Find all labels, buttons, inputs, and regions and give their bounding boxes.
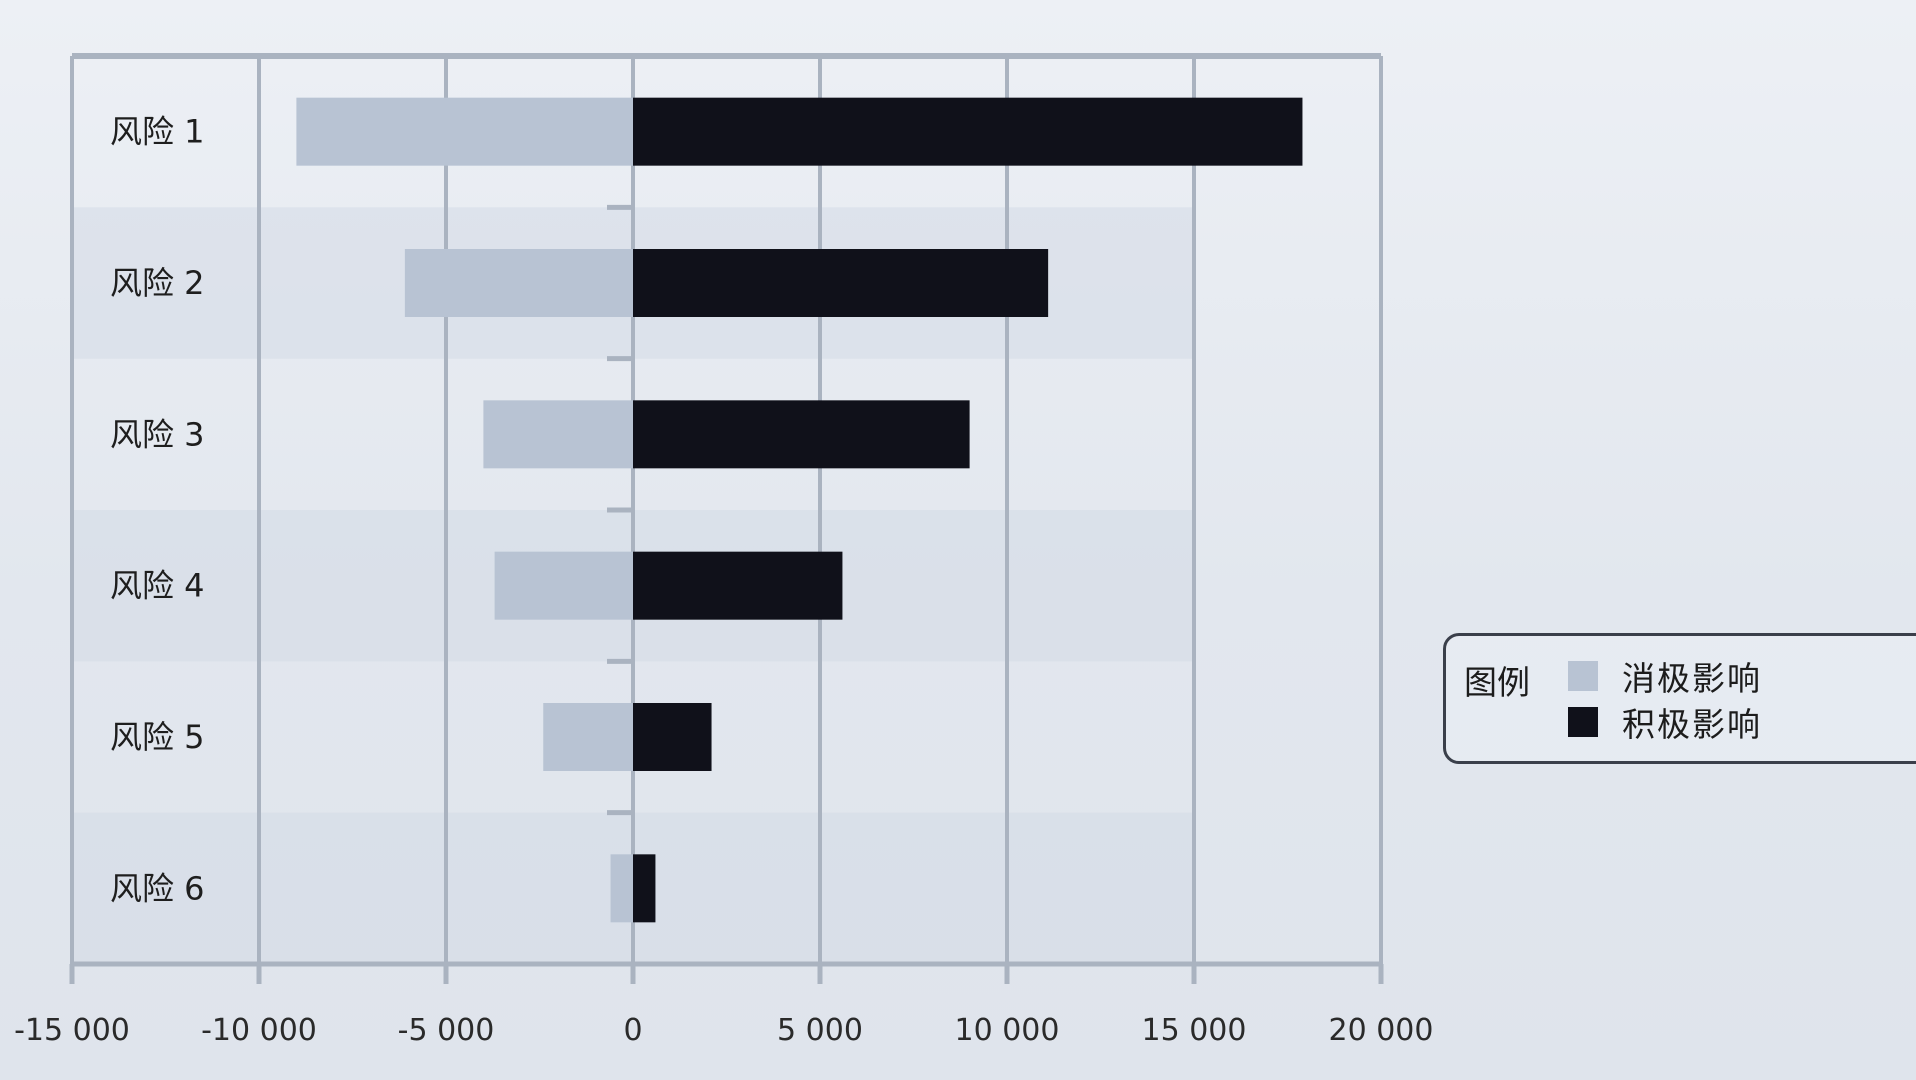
bar-positive — [633, 854, 656, 923]
gridlines — [70, 53, 1383, 964]
bars — [296, 97, 1303, 923]
legend: 图例 消极影响 积极影响 — [1443, 633, 1916, 764]
bar-negative — [543, 703, 633, 771]
legend-item-positive: 积极影响 — [1568, 702, 1762, 744]
x-tick-label: -5 000 — [398, 1013, 495, 1048]
bar-negative — [610, 854, 633, 923]
bar-positive — [633, 249, 1049, 317]
legend-label-positive: 积极影响 — [1622, 705, 1762, 744]
x-tick-labels: -15 000 -10 000 -5 000 0 5 000 10 000 15 000 20… — [14, 1013, 1433, 1048]
x-tick-label: 0 — [623, 1013, 642, 1048]
x-tick-label: 10 000 — [955, 1013, 1060, 1048]
bar-negative — [494, 551, 633, 620]
category-label: 风险 5 — [110, 718, 205, 756]
bar-positive — [633, 400, 970, 469]
bar-negative — [483, 400, 633, 469]
bar-negative — [404, 249, 633, 317]
legend-label-negative: 消极影响 — [1622, 659, 1762, 698]
legend-item-negative: 消极影响 — [1568, 656, 1762, 698]
x-axis — [69, 961, 1384, 984]
legend-title: 图例 — [1464, 663, 1530, 702]
bar-negative — [296, 97, 633, 166]
x-tick-label: -10 000 — [201, 1013, 317, 1048]
category-label: 风险 1 — [110, 113, 205, 151]
bar-positive — [633, 703, 712, 771]
x-tick-label: 5 000 — [777, 1013, 863, 1048]
category-label: 风险 3 — [110, 415, 205, 453]
bar-positive — [633, 97, 1303, 166]
x-tick-label: 15 000 — [1142, 1013, 1247, 1048]
x-tick-label: -15 000 — [14, 1013, 130, 1048]
bar-positive — [633, 551, 843, 620]
category-label: 风险 6 — [110, 869, 205, 907]
category-label: 风险 2 — [110, 264, 205, 302]
category-labels: 风险 1 风险 2 风险 3 风险 4 风险 5 风险 6 — [110, 113, 205, 908]
legend-swatch-negative — [1568, 661, 1598, 691]
legend-swatch-positive — [1568, 707, 1598, 737]
x-tick-label: 20 000 — [1329, 1013, 1434, 1048]
category-label: 风险 4 — [110, 567, 205, 605]
